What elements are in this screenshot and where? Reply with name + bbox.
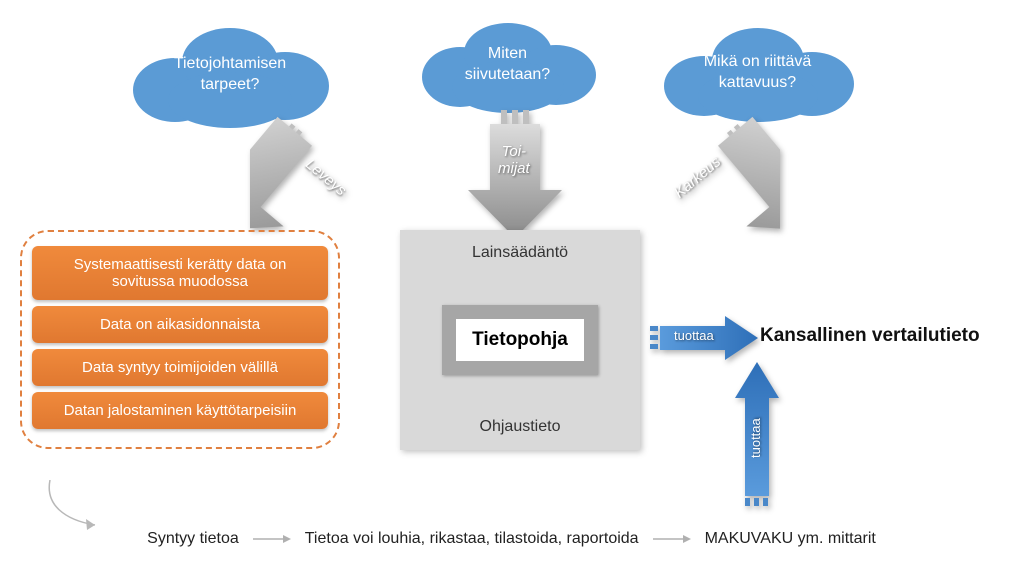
center-bottom-label: Ohjaustieto bbox=[480, 418, 561, 436]
center-top-label: Lainsäädäntö bbox=[472, 244, 568, 262]
cloud-tietojohtamisen: Tietojohtamisentarpeet? bbox=[120, 20, 340, 130]
center-inner-frame: Tietopohja bbox=[442, 305, 598, 375]
flow-item: Syntyy tietoa bbox=[147, 530, 239, 548]
arrow-label: Toi-mijat bbox=[498, 144, 530, 177]
orange-pill: Data on aikasidonnaista bbox=[32, 306, 328, 343]
flow-item: MAKUVAKU ym. mittarit bbox=[705, 530, 876, 548]
center-inner-label: Tietopohja bbox=[472, 329, 568, 350]
arrow-toimijat: Toi-mijat bbox=[468, 110, 563, 245]
orange-pill: Systemaattisesti kerätty data on sovitus… bbox=[32, 246, 328, 300]
arrow-tuottaa-up: tuottaa bbox=[732, 358, 782, 513]
orange-pill: Data syntyy toimijoiden välillä bbox=[32, 349, 328, 386]
thin-arrow-icon bbox=[653, 533, 691, 545]
orange-panel: Systemaattisesti kerätty data on sovitus… bbox=[20, 230, 340, 449]
arrow-label: tuottaa bbox=[748, 418, 763, 458]
flow-row: Syntyy tietoa Tietoa voi louhia, rikasta… bbox=[0, 530, 1023, 548]
orange-pill: Datan jalostaminen käyttötarpeisiin bbox=[32, 392, 328, 429]
thin-arrow-icon bbox=[253, 533, 291, 545]
right-title: Kansallinen vertailutieto bbox=[760, 325, 980, 347]
cloud-kattavuus: Mikä on riittäväkattavuus? bbox=[650, 20, 865, 125]
flow-item: Tietoa voi louhia, rikastaa, tilastoida,… bbox=[305, 530, 639, 548]
cloud-label: Tietojohtamisentarpeet? bbox=[160, 54, 300, 96]
cloud-label: Mitensiivutetaan? bbox=[451, 44, 564, 86]
cloud-siivutetaan: Mitensiivutetaan? bbox=[410, 15, 605, 115]
cloud-label: Mikä on riittäväkattavuus? bbox=[690, 52, 826, 94]
arrow-label: tuottaa bbox=[674, 328, 714, 343]
center-box: Lainsäädäntö Tietopohja Ohjaustieto bbox=[400, 230, 640, 450]
